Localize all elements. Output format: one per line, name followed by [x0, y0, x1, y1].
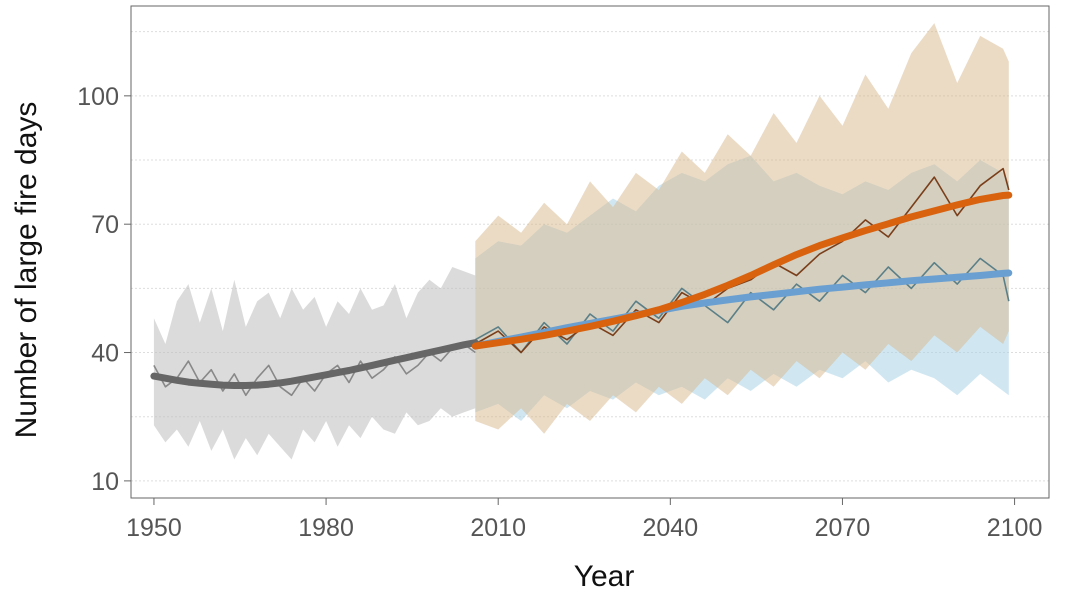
- trend-line: [471, 191, 1013, 350]
- x-tick-label: 1980: [298, 514, 354, 542]
- data-layer: [150, 23, 1013, 460]
- annual-series-line: [153, 343, 476, 397]
- y-tick-label: 70: [91, 211, 119, 239]
- trend-line: [150, 339, 479, 389]
- x-tick-label: 2010: [470, 514, 526, 542]
- annual-series-line: [474, 257, 1010, 354]
- axis-ticks: 1950 1980 2010 2040 2070 2100 10 40 70 100: [77, 83, 1042, 542]
- x-tick-label: 2070: [815, 514, 871, 542]
- x-tick-label: 1950: [126, 514, 182, 542]
- y-tick-label: 40: [91, 340, 119, 368]
- plot-frame: [130, 5, 1050, 499]
- annual-series-line: [474, 167, 1010, 354]
- y-tick-label: 100: [77, 83, 119, 111]
- x-axis-title: Year: [574, 560, 635, 592]
- x-tick-label: 2040: [643, 514, 699, 542]
- uncertainty-band: [475, 23, 1009, 434]
- y-axis-title: Number of large fire days: [10, 102, 43, 439]
- y-tick-label: 10: [91, 468, 119, 496]
- x-tick-label: 2100: [987, 514, 1043, 542]
- uncertainty-band: [153, 267, 476, 460]
